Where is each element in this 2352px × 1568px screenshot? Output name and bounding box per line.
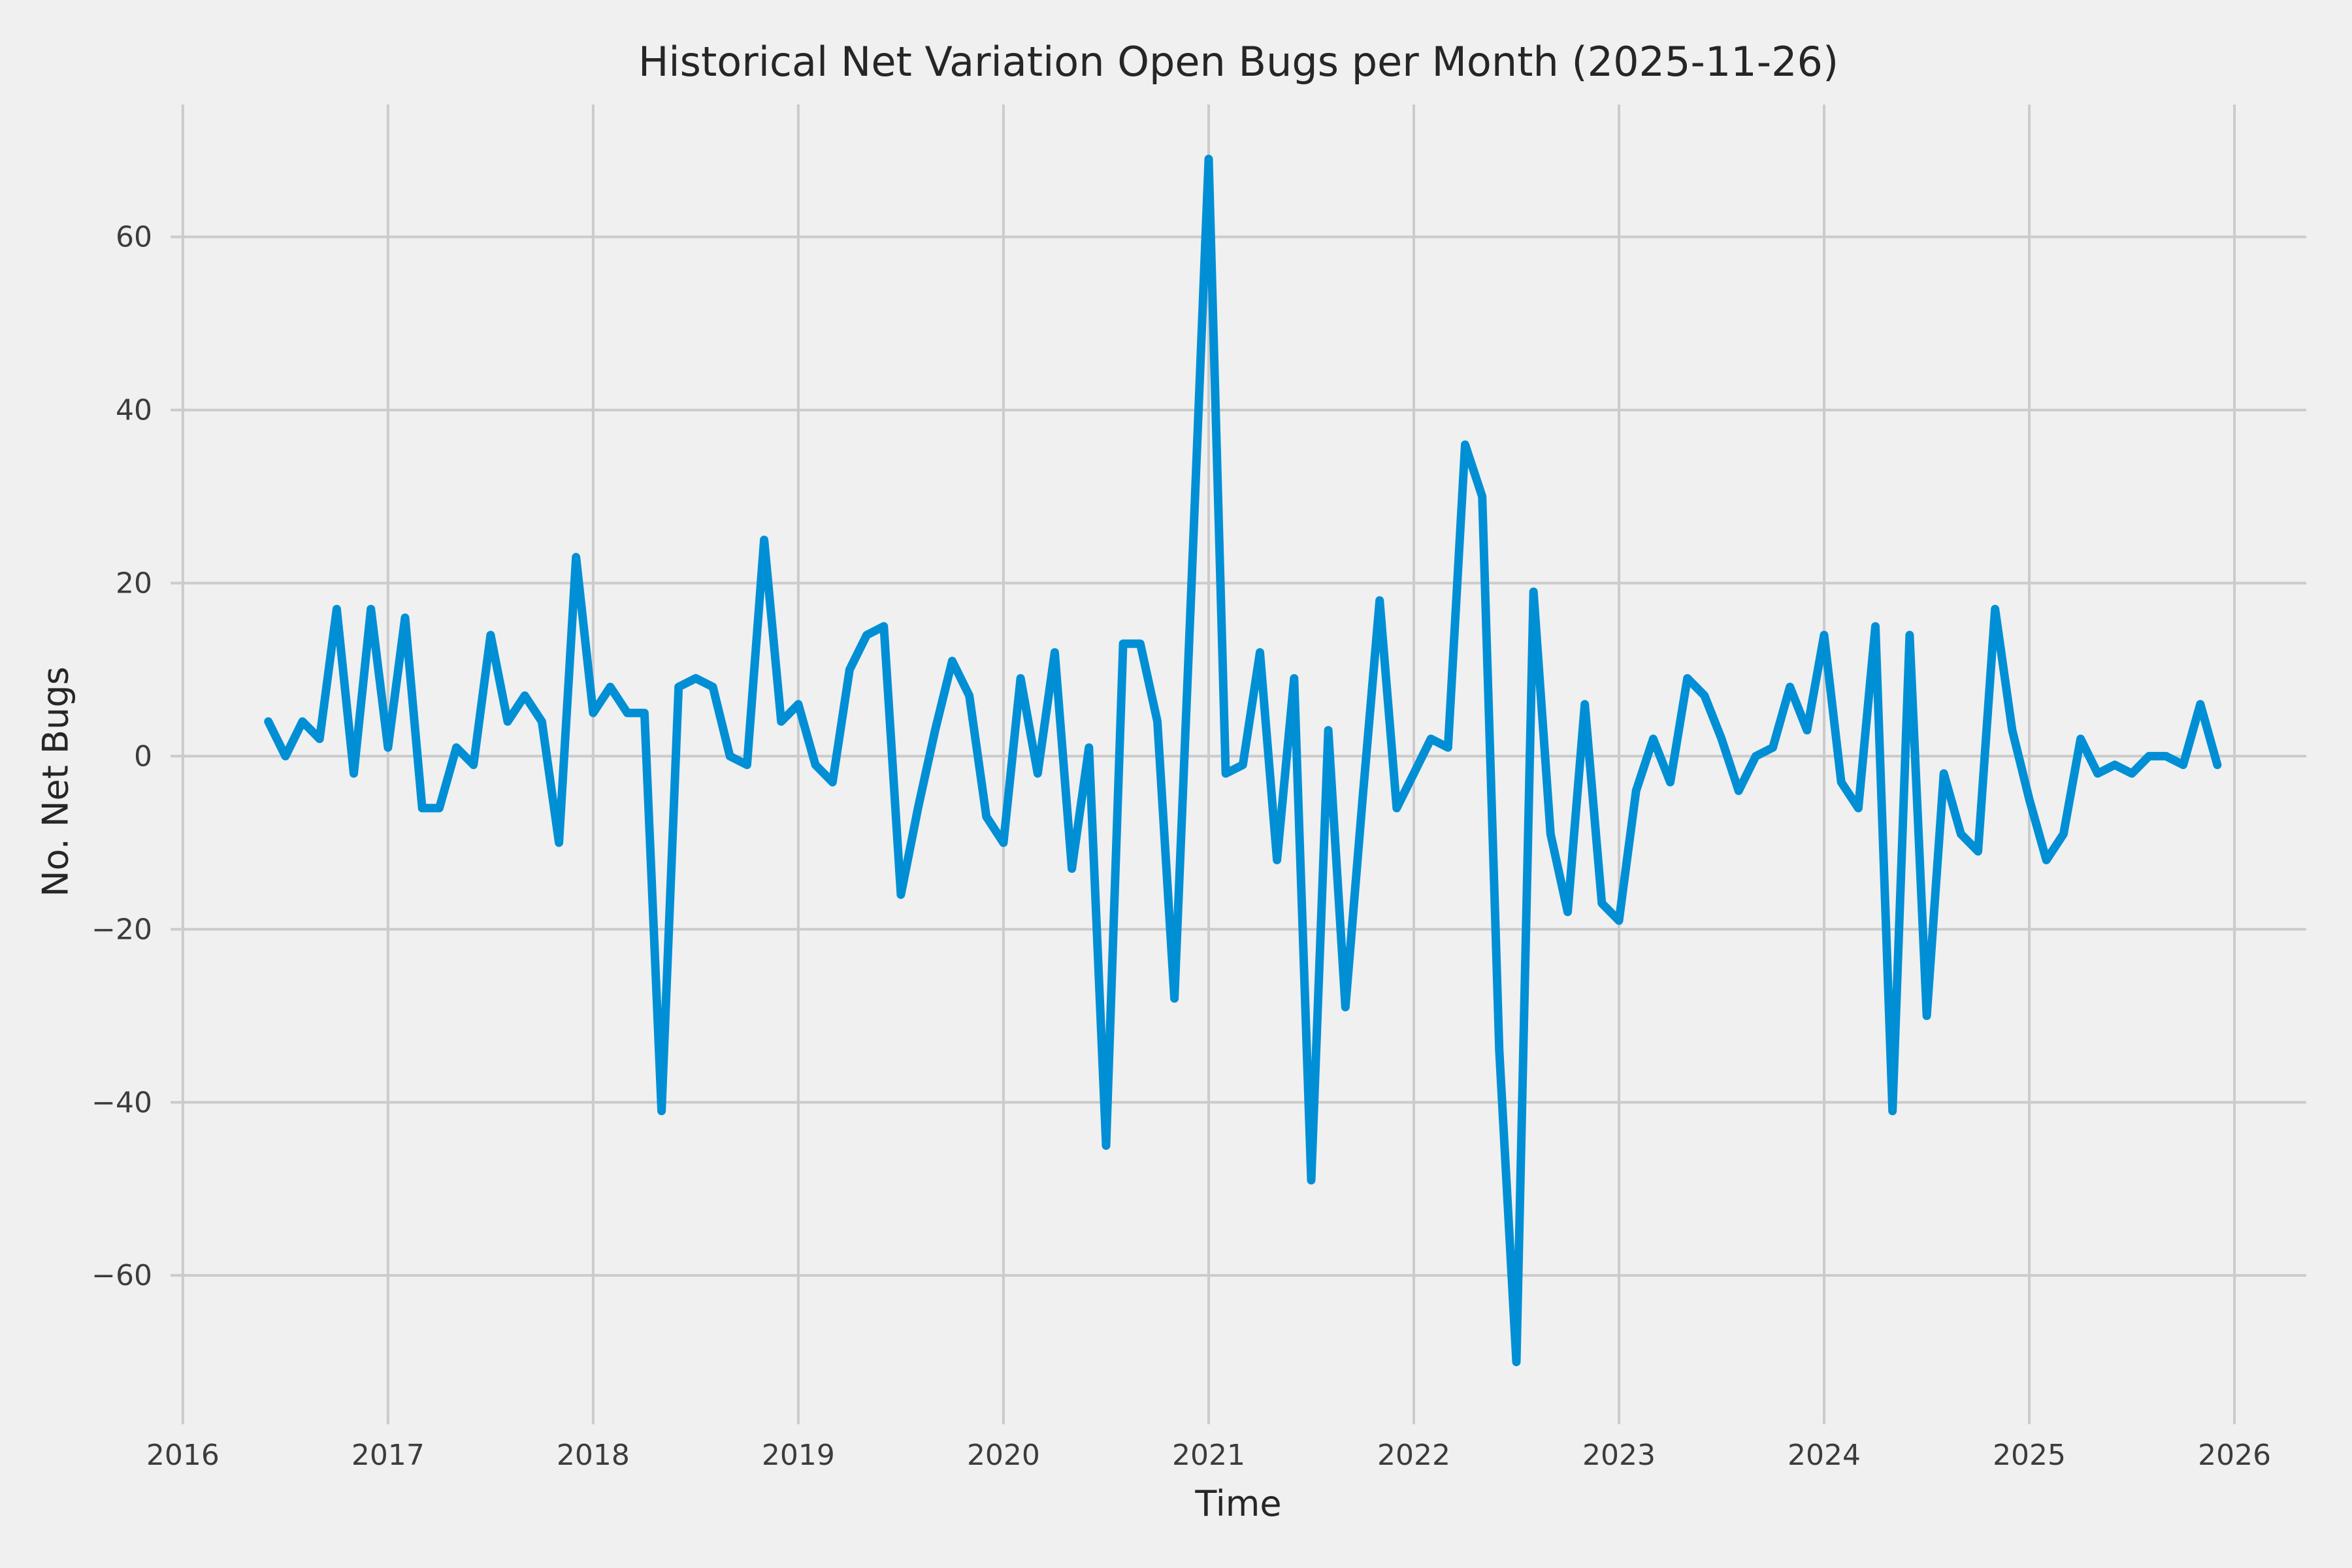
series-line-net-open-bugs-per-month [264,154,2222,1367]
x-tick-label-2016: 2016 [146,1439,220,1472]
x-tick-label-2025: 2025 [1993,1439,2066,1472]
y-tick-label--20: −20 [91,913,152,946]
x-tick-label-2018: 2018 [557,1439,630,1472]
y-tick-label--60: −60 [91,1259,152,1292]
x-tick-label-2022: 2022 [1377,1439,1450,1472]
y-tick-label--40: −40 [91,1086,152,1119]
y-tick-label-60: 60 [116,221,152,254]
x-tick-label-2024: 2024 [1788,1439,1861,1472]
y-tick-label-0: 0 [134,740,152,773]
x-tick-label-2019: 2019 [762,1439,835,1472]
y-tick-label-40: 40 [116,394,152,427]
x-tick-label-2017: 2017 [351,1439,425,1472]
x-axis-label: Time [1195,1483,1282,1524]
chart-title: Historical Net Variation Open Bugs per M… [638,38,1839,86]
x-tick-label-2026: 2026 [2198,1439,2271,1472]
x-tick-label-2021: 2021 [1172,1439,1245,1472]
y-tick-label-20: 20 [116,566,152,600]
x-tick-label-2020: 2020 [967,1439,1040,1472]
y-axis-label: No. Net Bugs [35,666,76,897]
x-tick-label-2023: 2023 [1582,1439,1656,1472]
